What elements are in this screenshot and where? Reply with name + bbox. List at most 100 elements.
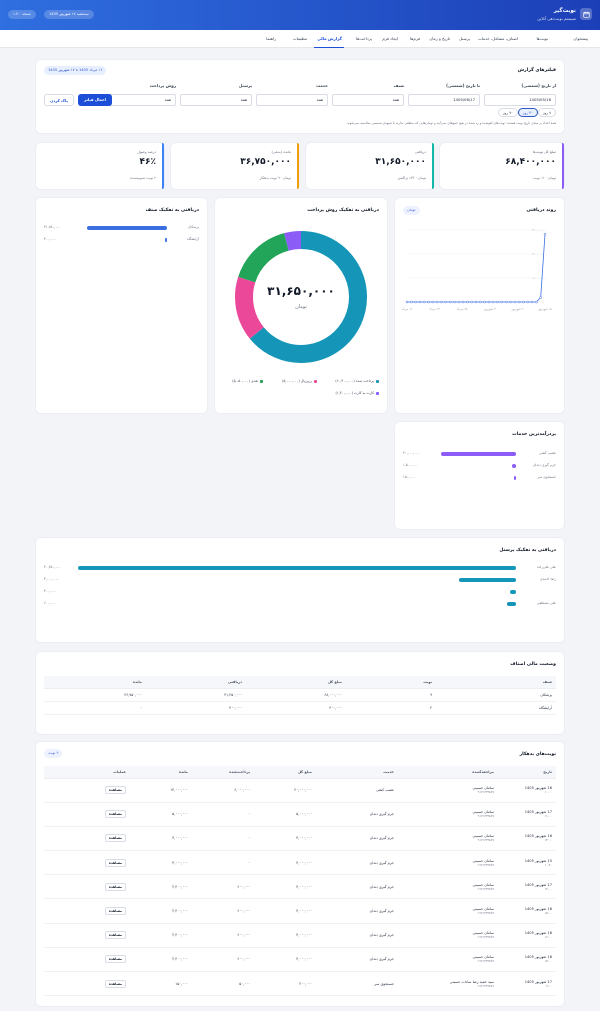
trend-point — [435, 300, 439, 304]
nav-staff[interactable]: پرسنل — [459, 36, 470, 41]
apply-filter-button[interactable]: اعمال فیلتر — [78, 94, 112, 106]
time-text: ۰۹:۰۰ — [544, 983, 552, 988]
legend-label: زرین‌پال (۵,۰۰۰,۰۰۰) — [282, 379, 312, 383]
quick-range-7[interactable]: ۷ روز — [537, 108, 556, 117]
cell-action: مشاهده — [44, 923, 130, 948]
payment-method-card: دریافتی به تفکیک روش پرداخت ۳۱,۶۵۰,۰۰۰ ت… — [215, 198, 387, 413]
cell-paid: ۵۰,۰۰۰ — [192, 971, 254, 997]
date-text: 17 شهریور 1405 — [524, 882, 552, 887]
cell-client: سامان حسینی ۰۹۱۲۱۲۳۴۵۶۷ — [398, 923, 498, 948]
trend-line — [407, 234, 546, 303]
to-date-input[interactable]: 1405/06/17 — [408, 94, 480, 106]
bar-label: علی علی‌زاده — [537, 565, 556, 569]
cell-paid: ۰ — [192, 826, 254, 852]
trend-point — [487, 300, 491, 304]
app-header: نوبت‌گیر سیستم نوبت‌دهی آنلاین سه‌شنبه ۱… — [0, 0, 600, 30]
view-button[interactable]: مشاهده — [104, 955, 126, 964]
client-name: سامان حسینی — [472, 931, 495, 936]
trend-point — [444, 300, 448, 304]
client-name: سامان حسینی — [472, 786, 495, 791]
nav-datetime[interactable]: تاریخ و زمان — [429, 36, 450, 41]
service-select[interactable]: همه — [256, 94, 328, 106]
trend-point — [496, 300, 499, 304]
view-button[interactable]: مشاهده — [104, 786, 126, 795]
category-select[interactable]: همه — [332, 94, 404, 106]
client-phone: ۰۹۱۲۱۲۳۴۵۶۷ — [476, 935, 494, 940]
trend-point — [466, 300, 469, 304]
nav-help[interactable]: راهنما — [266, 36, 276, 41]
cell-total: ۳,۰۰۰,۰۰۰ — [254, 826, 316, 852]
bar — [441, 452, 516, 456]
stat-card-total: مبلغ کل نوبت‌ها ۶۸,۴۰۰,۰۰۰ تومان · ۱۱ نو… — [440, 143, 564, 189]
to-date-label: تا تاریخ (شمسی) — [446, 83, 480, 88]
table-row: 16 شهریور 1405 ۱۴:۰۰ سامان حسینی ۰۹۱۲۱۲۳۴۵۶… — [44, 826, 556, 852]
view-button[interactable]: مشاهده — [104, 882, 126, 891]
nav-dashboard[interactable]: پیشخوان — [573, 36, 588, 41]
cell-paid: ۶,۰۰۰,۰۰۰ — [192, 778, 254, 803]
nav-settings[interactable]: تنظیمات — [292, 36, 307, 41]
nav-payments[interactable]: پرداخت‌ها — [356, 36, 372, 41]
legend-swatch — [260, 379, 263, 383]
time-text: ۱۲:۰۰ — [544, 886, 552, 891]
trend-point — [470, 300, 473, 304]
date-text: 17 شهریور 1405 — [524, 979, 552, 984]
cell-paid: ۶۰۰,۰۰۰ — [192, 874, 254, 900]
x-tick-label: ۹ شهریور — [510, 307, 523, 311]
view-button[interactable]: مشاهده — [104, 810, 126, 819]
table-row: 17 شهریور 1405 ۱۱:۰۰ سامان حسینی ۰۹۱۲۱۲۳۴۵۶… — [44, 802, 556, 827]
quick-range-90[interactable]: ۹۰ روز — [497, 108, 518, 117]
nav-financial-report[interactable]: گزارش مالی — [317, 36, 342, 41]
cell-service: جرم گیری دندان — [316, 850, 398, 876]
cell-client: سامان حسینی ۰۹۱۲۱۲۳۴۵۶۷ — [398, 947, 498, 973]
x-tick-label: ۲۲ مرداد — [429, 307, 440, 311]
cell-action: مشاهده — [44, 874, 130, 900]
from-date-input[interactable]: 1405/05/16 — [484, 94, 556, 106]
col-header: مراجعه‌کننده — [398, 766, 498, 779]
view-button[interactable]: مشاهده — [104, 858, 126, 867]
cell-due: ۱۴,۰۰۰,۰۰۰ — [130, 778, 192, 803]
cell-date: 16 شهریور 1405 ۱۰:۰۰ — [498, 778, 556, 803]
bar-label: علی مصطفی — [536, 601, 556, 605]
view-button[interactable]: مشاهده — [104, 931, 126, 940]
category-bar-card: دریافتی به تفکیک صنف پزشکان ۳۱,۲۵۰,۰۰۰ آرا… — [36, 198, 207, 413]
filters-card: فیلترهای گزارش ۱۶ مرداد 1405 تا ۱۷ شهریو… — [36, 60, 564, 133]
cell-total: ۲۰۰,۰۰۰ — [254, 971, 316, 997]
cell-date: 16 شهریور 1405 ۱۷:۰۰ — [498, 947, 556, 973]
client-phone: ۰۹۱۲۱۲۳۴۵۶۷ — [476, 838, 494, 843]
bar — [510, 590, 516, 594]
nav-appointments[interactable]: نوبت‌ها — [536, 36, 548, 41]
view-button[interactable]: مشاهده — [104, 979, 126, 988]
x-tick-label: ۱۵ شهریور — [537, 307, 552, 311]
view-button[interactable]: مشاهده — [104, 907, 126, 916]
cell-action: مشاهده — [44, 898, 130, 924]
trend-point — [474, 300, 478, 304]
trend-point — [539, 296, 542, 299]
col-header: عملیات — [44, 766, 130, 779]
bar-value-label: ۱,۵۰۰,۰۰۰ — [403, 463, 418, 467]
stat-value: ۶۸,۴۰۰,۰۰۰ — [505, 157, 556, 167]
cell: ۹ — [346, 688, 436, 702]
time-text: ۱۰:۰۰ — [544, 790, 552, 795]
nav-forms[interactable]: فرم‌ها — [410, 36, 420, 41]
nav-create-form[interactable]: ایجاد فرم — [382, 36, 398, 41]
calendar-icon[interactable] — [580, 8, 592, 20]
date-text: 16 شهریور 1405 — [524, 955, 552, 960]
clear-filter-button[interactable]: پاک کردن — [44, 94, 74, 106]
cell-total: ۳,۰۰۰,۰۰۰ — [254, 947, 316, 973]
bar-label: عصب کشی — [539, 451, 556, 455]
y-tick-label: ۰ — [545, 300, 547, 304]
cell-due: ۳,۰۰۰,۰۰۰ — [130, 826, 192, 852]
table-row: 17 شهریور 1405 ۰۹:۰۰ سید حمید رضا سادات حس… — [44, 971, 556, 997]
cell-service: جرم گیری دندان — [316, 802, 398, 827]
stat-card-balance: مانده (بدهی) ۳۶,۷۵۰,۰۰۰ تومان · ۹ نوبت ب… — [171, 143, 299, 189]
quick-range-30[interactable]: ۳۰ روز — [517, 108, 538, 117]
col-header: صنف — [436, 676, 556, 689]
staff-select[interactable]: همه — [180, 94, 252, 106]
table-row: 16 شهریور 1405 ۱۵:۰۰ سامان حسینی ۰۹۱۲۱۲۳۴۵۶… — [44, 898, 556, 924]
view-button[interactable]: مشاهده — [104, 834, 126, 843]
donut-slice — [284, 231, 302, 251]
trend-point — [509, 300, 512, 304]
nav-categories[interactable]: اصناف، مشاغل، خدمات — [478, 36, 518, 41]
bar — [87, 226, 167, 230]
payment-method-select[interactable]: همه — [104, 94, 176, 106]
